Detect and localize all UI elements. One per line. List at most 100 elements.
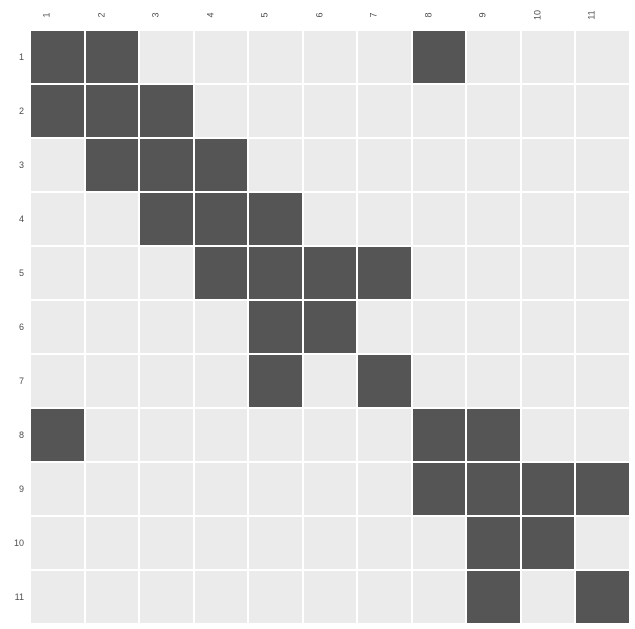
cell-1-2: [85, 30, 140, 84]
cell-7-6: [303, 354, 358, 408]
row-label-9: 9: [0, 462, 24, 516]
cell-2-5: [248, 84, 303, 138]
cell-11-2: [85, 570, 140, 624]
matrix-heatmap: 1234567891011 1234567891011: [0, 0, 635, 629]
cell-4-9: [466, 192, 521, 246]
cell-1-7: [357, 30, 412, 84]
cell-7-9: [466, 354, 521, 408]
cell-5-8: [412, 246, 467, 300]
cell-7-3: [139, 354, 194, 408]
cell-1-1: [30, 30, 85, 84]
cell-2-2: [85, 84, 140, 138]
cell-8-2: [85, 408, 140, 462]
row-label-4: 4: [0, 192, 24, 246]
cell-6-6: [303, 300, 358, 354]
cell-11-4: [194, 570, 249, 624]
cell-6-3: [139, 300, 194, 354]
cell-10-7: [357, 516, 412, 570]
cell-6-5: [248, 300, 303, 354]
cell-7-8: [412, 354, 467, 408]
row-label-2: 2: [0, 84, 24, 138]
cell-1-8: [412, 30, 467, 84]
row-label-11: 11: [0, 570, 24, 624]
cell-9-11: [575, 462, 630, 516]
cell-9-5: [248, 462, 303, 516]
cell-7-11: [575, 354, 630, 408]
cell-4-6: [303, 192, 358, 246]
cell-1-3: [139, 30, 194, 84]
row-label-10: 10: [0, 516, 24, 570]
cell-5-6: [303, 246, 358, 300]
cell-2-11: [575, 84, 630, 138]
cell-10-5: [248, 516, 303, 570]
cell-5-5: [248, 246, 303, 300]
cell-5-9: [466, 246, 521, 300]
cell-3-2: [85, 138, 140, 192]
cell-2-10: [521, 84, 576, 138]
row-axis-labels: 1234567891011: [0, 30, 24, 624]
cell-11-8: [412, 570, 467, 624]
cell-3-6: [303, 138, 358, 192]
cell-8-6: [303, 408, 358, 462]
cell-7-7: [357, 354, 412, 408]
cell-3-5: [248, 138, 303, 192]
cell-1-5: [248, 30, 303, 84]
cell-4-1: [30, 192, 85, 246]
cell-3-3: [139, 138, 194, 192]
cell-2-1: [30, 84, 85, 138]
cell-10-3: [139, 516, 194, 570]
row-label-5: 5: [0, 246, 24, 300]
cell-6-1: [30, 300, 85, 354]
cell-9-8: [412, 462, 467, 516]
cell-8-7: [357, 408, 412, 462]
cell-9-1: [30, 462, 85, 516]
cell-1-6: [303, 30, 358, 84]
cell-3-7: [357, 138, 412, 192]
cell-5-3: [139, 246, 194, 300]
cell-6-8: [412, 300, 467, 354]
cell-10-6: [303, 516, 358, 570]
cell-6-11: [575, 300, 630, 354]
cell-3-4: [194, 138, 249, 192]
row-label-7: 7: [0, 354, 24, 408]
cell-10-1: [30, 516, 85, 570]
cell-8-5: [248, 408, 303, 462]
cell-1-4: [194, 30, 249, 84]
cell-8-9: [466, 408, 521, 462]
cell-9-4: [194, 462, 249, 516]
cell-1-11: [575, 30, 630, 84]
row-label-1: 1: [0, 30, 24, 84]
cell-8-3: [139, 408, 194, 462]
cell-5-7: [357, 246, 412, 300]
cell-2-4: [194, 84, 249, 138]
cell-4-10: [521, 192, 576, 246]
cell-7-4: [194, 354, 249, 408]
row-label-8: 8: [0, 408, 24, 462]
column-axis-labels: 1234567891011: [30, 0, 630, 30]
cell-11-6: [303, 570, 358, 624]
cell-10-8: [412, 516, 467, 570]
cell-8-4: [194, 408, 249, 462]
cell-6-7: [357, 300, 412, 354]
cell-1-9: [466, 30, 521, 84]
cell-7-10: [521, 354, 576, 408]
cell-2-6: [303, 84, 358, 138]
cell-10-10: [521, 516, 576, 570]
cell-5-10: [521, 246, 576, 300]
cell-7-1: [30, 354, 85, 408]
cell-3-8: [412, 138, 467, 192]
cell-9-2: [85, 462, 140, 516]
cell-2-8: [412, 84, 467, 138]
cell-3-10: [521, 138, 576, 192]
cell-4-5: [248, 192, 303, 246]
cell-7-2: [85, 354, 140, 408]
cell-10-11: [575, 516, 630, 570]
cell-6-10: [521, 300, 576, 354]
cell-9-6: [303, 462, 358, 516]
cell-9-3: [139, 462, 194, 516]
cell-7-5: [248, 354, 303, 408]
cell-11-11: [575, 570, 630, 624]
cell-5-1: [30, 246, 85, 300]
row-label-3: 3: [0, 138, 24, 192]
cell-2-9: [466, 84, 521, 138]
